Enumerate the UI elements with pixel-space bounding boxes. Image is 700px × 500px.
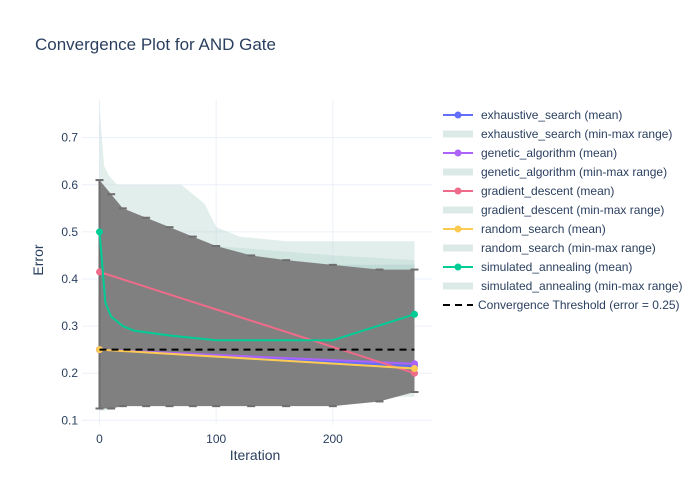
legend-label: exhaustive_search (min-max range) [481,127,672,141]
legend-label: simulated_annealing (min-max range) [481,279,682,293]
legend-label: genetic_algorithm (mean) [481,146,617,160]
legend-label: gradient_descent (min-max range) [481,203,664,217]
y-tick-label: 0.6 [61,178,78,192]
legend-item[interactable]: random_search (min-max range) [443,241,656,255]
legend-item[interactable]: gradient_descent (min-max range) [443,203,664,217]
y-axis-label: Error [30,244,46,275]
error-bar-area [99,180,415,409]
y-tick-label: 0.1 [61,413,78,427]
y-tick-label: 0.2 [61,366,78,380]
series-point [96,228,103,236]
legend-marker [454,111,462,119]
legend-marker [454,263,462,271]
legend-marker [454,187,462,195]
series-point [411,364,418,372]
legend-item[interactable]: gradient_descent (mean) [443,184,614,198]
legend-label: exhaustive_search (mean) [481,108,622,122]
series-point [96,268,103,276]
chart-title: Convergence Plot for AND Gate [35,35,276,54]
legend-item[interactable]: simulated_annealing (mean) [443,260,632,274]
y-tick-label: 0.3 [61,319,78,333]
legend-item[interactable]: simulated_annealing (min-max range) [443,279,682,293]
legend-label: simulated_annealing (mean) [481,260,632,274]
series-line [99,348,415,370]
legend[interactable]: exhaustive_search (mean) exhaustive_searc… [443,108,682,312]
legend-marker [454,225,462,233]
series-line-layer [96,228,418,377]
legend-label: gradient_descent (mean) [481,184,614,198]
legend-label: genetic_algorithm (min-max range) [481,165,667,179]
legend-item[interactable]: exhaustive_search (min-max range) [443,127,672,141]
tick-label-layer: 0.1 0.2 0.3 0.4 0.5 0.6 0.7 0 100 200 [61,131,343,446]
series-point [411,310,418,318]
legend-label: Convergence Threshold (error = 0.25) [478,298,680,312]
legend-item[interactable]: genetic_algorithm (min-max range) [443,165,667,179]
legend-item[interactable]: Convergence Threshold (error = 0.25) [443,298,680,312]
legend-label: random_search (mean) [481,222,606,236]
x-tick-label: 100 [206,432,226,446]
legend-label: random_search (min-max range) [481,241,656,255]
legend-item[interactable]: genetic_algorithm (mean) [443,146,617,160]
error-bar-layer [95,179,419,410]
x-axis-label: Iteration [230,447,281,463]
series-line [99,270,415,375]
x-tick-label: 0 [96,432,103,446]
series-line [98,231,415,342]
x-tick-label: 200 [323,432,343,446]
y-tick-label: 0.7 [61,131,78,145]
legend-item[interactable]: exhaustive_search (mean) [443,108,622,122]
legend-item[interactable]: random_search (mean) [443,222,606,236]
legend-marker [454,149,462,157]
y-tick-label: 0.5 [61,225,78,239]
y-tick-label: 0.4 [61,272,78,286]
